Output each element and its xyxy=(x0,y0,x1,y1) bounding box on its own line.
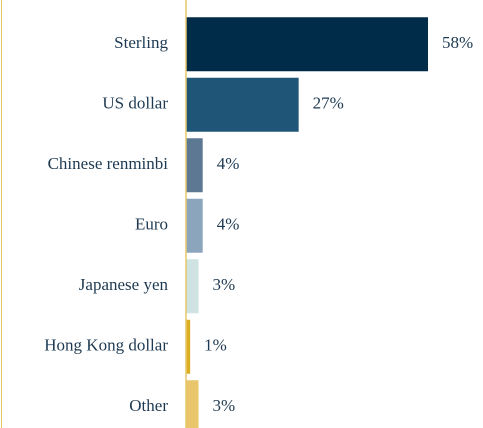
bar xyxy=(186,380,199,428)
value-label: 1% xyxy=(204,336,227,355)
category-label: Hong Kong dollar xyxy=(44,336,168,355)
value-label: 3% xyxy=(213,396,236,415)
value-label: 3% xyxy=(213,275,236,294)
bar xyxy=(186,77,299,132)
category-label: Sterling xyxy=(114,33,168,52)
value-label: 4% xyxy=(217,215,240,234)
category-label: US dollar xyxy=(102,94,168,113)
category-label: Other xyxy=(129,396,168,415)
category-label: Chinese renminbi xyxy=(48,154,169,173)
bar xyxy=(186,17,428,72)
bar xyxy=(186,138,203,193)
value-label: 4% xyxy=(217,154,240,173)
category-label: Japanese yen xyxy=(79,275,169,294)
bar xyxy=(186,198,203,253)
value-label: 27% xyxy=(313,94,344,113)
value-label: 58% xyxy=(442,33,473,52)
bar xyxy=(186,319,191,374)
bar xyxy=(186,259,199,314)
category-label: Euro xyxy=(135,215,168,234)
